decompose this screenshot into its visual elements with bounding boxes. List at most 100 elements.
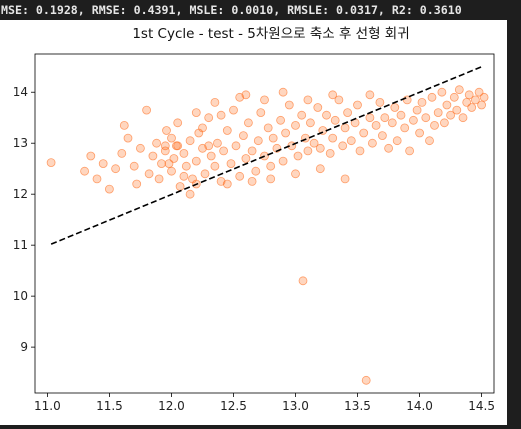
scatter-point bbox=[222, 126, 232, 135]
scatter-point bbox=[377, 131, 387, 140]
x-tick-label: 12.0 bbox=[158, 399, 185, 413]
scatter-point bbox=[322, 110, 331, 120]
scatter-point bbox=[437, 87, 447, 97]
scatter-point bbox=[278, 156, 288, 166]
scatter-point bbox=[162, 126, 171, 135]
scatter-point bbox=[340, 123, 350, 133]
scatter-point bbox=[204, 141, 214, 151]
scatter-point bbox=[421, 113, 431, 123]
plot-area bbox=[46, 66, 489, 385]
scatter-point bbox=[427, 92, 437, 102]
scatter-point bbox=[152, 138, 162, 148]
scatter-point bbox=[315, 143, 325, 153]
y-tick-label: 14 bbox=[13, 85, 28, 99]
scatter-point bbox=[405, 146, 415, 156]
scatter-point bbox=[185, 136, 195, 146]
x-tick-label: 13.0 bbox=[282, 399, 309, 413]
scatter-point bbox=[263, 123, 273, 133]
scatter-point bbox=[380, 113, 390, 123]
scatter-point bbox=[446, 110, 456, 120]
x-tick-label: 13.5 bbox=[344, 399, 371, 413]
scatter-point bbox=[371, 121, 381, 130]
scatter-point bbox=[346, 136, 356, 146]
scatter-point bbox=[353, 100, 362, 110]
scatter-point bbox=[375, 98, 385, 107]
scatter-point bbox=[251, 166, 261, 176]
scatter-point bbox=[160, 141, 170, 151]
scatter-point bbox=[191, 108, 201, 117]
scatter-point bbox=[105, 184, 114, 194]
scatter-point bbox=[343, 108, 353, 117]
scatter-point bbox=[340, 174, 350, 184]
scatter-point bbox=[387, 118, 397, 128]
scatter-point bbox=[144, 169, 154, 179]
scatter-point bbox=[442, 100, 452, 110]
scatter-point bbox=[303, 146, 313, 156]
scatter-point bbox=[458, 113, 468, 123]
y-axis: 9 10 11 12 13 14 bbox=[13, 85, 35, 354]
scatter-point bbox=[415, 128, 425, 138]
scatter-point bbox=[284, 100, 294, 110]
scatter-point bbox=[355, 146, 365, 156]
scatter-point bbox=[80, 166, 89, 176]
scatter-point bbox=[260, 95, 269, 105]
scatter-point bbox=[408, 115, 418, 125]
scatter-point bbox=[266, 174, 276, 184]
scatter-chart: 1st Cycle - test - 5차원으로 축소 후 선형 회귀 11.0… bbox=[13, 26, 495, 413]
scatter-point bbox=[206, 151, 216, 161]
chart-figure: 1st Cycle - test - 5차원으로 축소 후 선형 회귀 11.0… bbox=[0, 20, 507, 425]
scatter-point bbox=[281, 128, 291, 138]
scatter-point bbox=[334, 95, 344, 105]
x-tick-label: 11.5 bbox=[96, 399, 123, 413]
metrics-line: MSE: 0.1928, RMSE: 0.4391, MSLE: 0.0010,… bbox=[0, 0, 521, 20]
scatter-point bbox=[142, 105, 152, 115]
x-tick-label: 12.5 bbox=[220, 399, 247, 413]
scatter-point bbox=[305, 118, 315, 128]
scatter-point bbox=[315, 164, 325, 174]
scatter-point bbox=[479, 92, 489, 102]
scatter-point bbox=[123, 133, 133, 143]
scatter-point bbox=[216, 110, 226, 120]
scatter-point bbox=[253, 136, 263, 146]
x-tick-label: 14.5 bbox=[468, 399, 495, 413]
scatter-point bbox=[400, 123, 410, 133]
scatter-point bbox=[210, 161, 220, 171]
scatter-point bbox=[204, 113, 214, 123]
scatter-point bbox=[179, 171, 189, 181]
scatter-point bbox=[198, 123, 207, 133]
x-axis: 11.0 11.5 12.0 12.5 13.0 13.5 14.0 14.5 bbox=[34, 393, 495, 413]
scatter-point bbox=[430, 121, 439, 130]
scatter-point bbox=[179, 148, 189, 158]
scatter-point bbox=[92, 174, 102, 184]
chart-title: 1st Cycle - test - 5차원으로 축소 후 선형 회귀 bbox=[132, 26, 409, 42]
scatter-point bbox=[164, 159, 174, 169]
scatter-point bbox=[167, 166, 176, 176]
scatter-point bbox=[303, 95, 313, 105]
scatter-point bbox=[390, 103, 400, 112]
scatter-point bbox=[449, 92, 459, 102]
scatter-point bbox=[477, 100, 487, 110]
scatter-point bbox=[412, 105, 422, 115]
scatter-point bbox=[330, 115, 340, 125]
scatter-point bbox=[439, 118, 449, 128]
scatter-point bbox=[241, 90, 251, 100]
scroll-strip bbox=[507, 20, 521, 425]
scatter-point bbox=[268, 133, 278, 143]
scatter-point bbox=[452, 105, 462, 115]
scatter-point bbox=[256, 108, 266, 117]
scatter-point bbox=[173, 141, 183, 151]
scatter-point bbox=[384, 143, 394, 153]
scatter-point bbox=[241, 154, 251, 163]
scatter-point bbox=[117, 148, 127, 158]
regression-line bbox=[50, 66, 482, 245]
scatter-point bbox=[98, 159, 108, 169]
scatter-point bbox=[297, 110, 307, 120]
scatter-point bbox=[359, 128, 369, 138]
scatter-point bbox=[135, 143, 145, 153]
scatter-point bbox=[328, 90, 338, 100]
scatter-point bbox=[291, 121, 300, 130]
scatter-point bbox=[365, 113, 375, 123]
scatter-point bbox=[278, 87, 288, 97]
scatter-point bbox=[132, 179, 142, 189]
scatter-point bbox=[298, 276, 308, 286]
